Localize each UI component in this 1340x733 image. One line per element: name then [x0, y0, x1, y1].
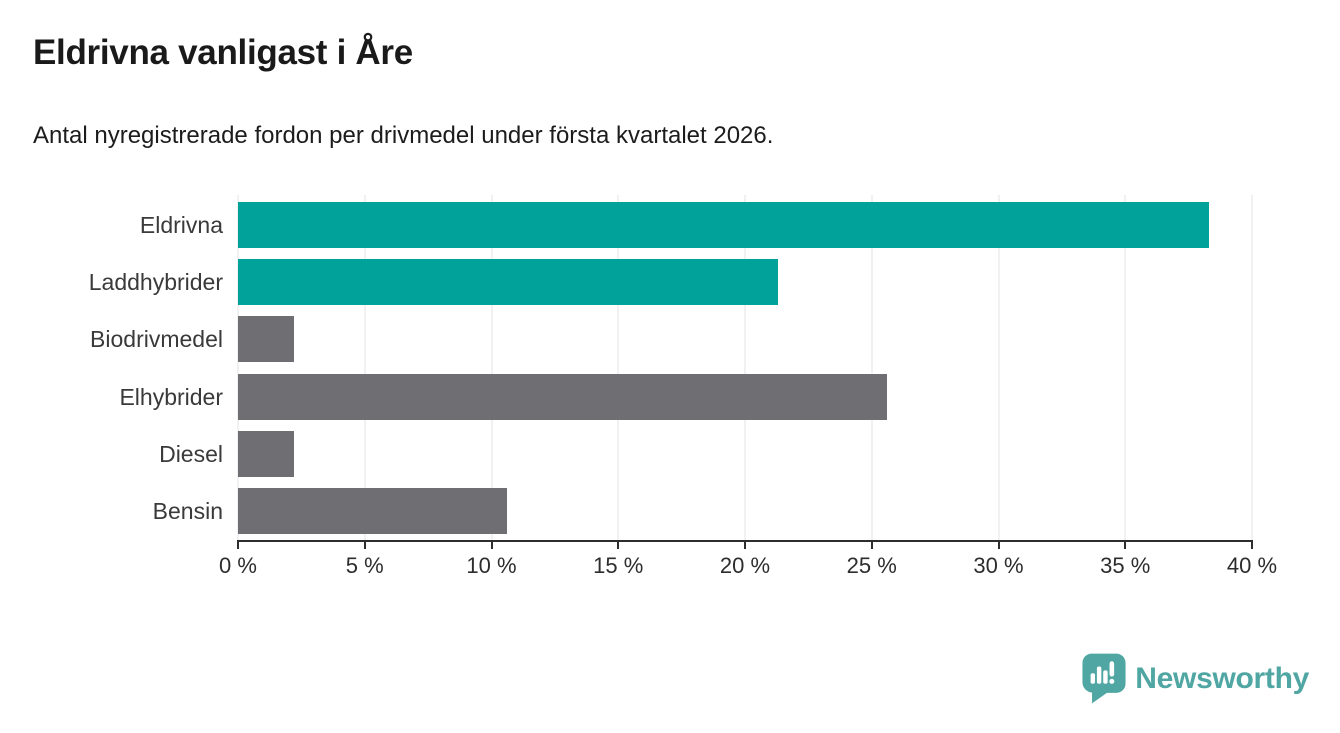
axis-tick	[997, 540, 1000, 549]
axis-tick-label: 25 %	[846, 553, 897, 578]
newsworthy-bubble-chart-icon	[1082, 653, 1126, 704]
axis-tick	[744, 540, 746, 549]
bar-row: Laddhybrider	[89, 259, 1252, 305]
bar-chart: 0 % 5 % 10 % 15 % 20 % 25 % 30 % 35 % 40 % Eldriv…	[0, 195, 1340, 615]
axis-tick-label: 15 %	[593, 553, 644, 578]
newsworthy-logo: Newsworthy	[1082, 653, 1309, 704]
bar-row: Bensin	[153, 488, 1252, 534]
category-label: Elhybrider	[119, 384, 223, 410]
axis-tick	[490, 540, 493, 549]
axis-tick-label: 5 %	[345, 553, 384, 578]
axis-tick	[617, 540, 620, 549]
axis-tick-label: 40 %	[1226, 553, 1278, 578]
axis-tick	[870, 540, 873, 549]
category-label: Biodrivmedel	[90, 326, 223, 352]
category-label: Eldrivna	[139, 212, 223, 238]
gridline	[364, 195, 366, 540]
bar	[238, 259, 778, 305]
gridline	[491, 195, 492, 540]
bar	[238, 488, 507, 534]
bar-row: Biodrivmedel	[90, 316, 1252, 362]
bar-row: Eldrivna	[140, 202, 1252, 248]
bar	[238, 202, 1209, 248]
axis-tick	[237, 540, 239, 549]
bar-row: Diesel	[159, 431, 1252, 477]
axis-tick	[1124, 540, 1127, 549]
newsworthy-wordmark: Newsworthy	[1135, 661, 1309, 695]
chart-title: Eldrivna vanligast i Åre	[33, 33, 413, 72]
category-label: Bensin	[152, 498, 223, 524]
gridline	[237, 195, 239, 540]
gridline	[744, 195, 746, 540]
gridline	[1251, 195, 1253, 540]
axis-tick-label: 20 %	[719, 553, 771, 578]
gridline	[871, 195, 873, 540]
bar	[238, 374, 887, 420]
bar	[238, 316, 294, 362]
bar	[238, 431, 294, 477]
axis-tick	[1251, 540, 1253, 549]
plot-area: 0 % 5 % 10 % 15 % 20 % 25 % 30 % 35 % 40 % Eldriv…	[89, 195, 1277, 578]
axis-tick-label: 0 %	[219, 553, 257, 578]
axis-tick-label: 30 %	[973, 553, 1024, 578]
axis-tick-label: 10 %	[466, 553, 517, 578]
gridline	[617, 195, 619, 540]
gridline	[1124, 195, 1126, 540]
chart-subtitle: Antal nyregistrerade fordon per drivmede…	[33, 122, 774, 149]
category-label: Diesel	[159, 441, 223, 467]
category-label: Laddhybrider	[88, 269, 223, 295]
bar-row: Elhybrider	[119, 374, 1252, 420]
gridline	[998, 195, 999, 540]
axis-tick	[363, 540, 366, 549]
axis-tick-label: 35 %	[1100, 553, 1151, 578]
